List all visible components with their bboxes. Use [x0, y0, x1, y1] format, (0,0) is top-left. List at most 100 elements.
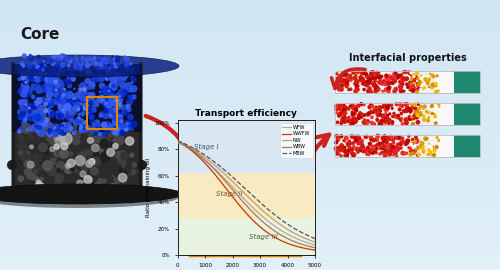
- Circle shape: [381, 119, 384, 122]
- Circle shape: [56, 127, 62, 134]
- Circle shape: [420, 83, 423, 86]
- NW: [266, 215, 272, 218]
- Circle shape: [28, 73, 30, 75]
- Circle shape: [415, 148, 418, 150]
- Circle shape: [404, 109, 406, 113]
- Circle shape: [338, 75, 342, 78]
- Circle shape: [36, 184, 40, 188]
- Circle shape: [370, 82, 373, 84]
- Circle shape: [401, 106, 402, 107]
- Circle shape: [394, 152, 395, 154]
- Circle shape: [374, 80, 376, 82]
- Circle shape: [63, 135, 72, 144]
- Circle shape: [342, 75, 344, 76]
- Circle shape: [72, 94, 76, 97]
- Circle shape: [365, 135, 368, 138]
- Circle shape: [105, 63, 107, 65]
- Circle shape: [434, 115, 436, 118]
- Circle shape: [60, 149, 68, 158]
- Circle shape: [354, 90, 356, 92]
- Circle shape: [80, 153, 88, 161]
- Circle shape: [107, 124, 110, 126]
- Circle shape: [78, 130, 82, 134]
- Circle shape: [106, 96, 109, 98]
- Circle shape: [377, 72, 380, 74]
- Circle shape: [23, 119, 27, 122]
- Circle shape: [95, 120, 100, 124]
- Circle shape: [36, 130, 39, 133]
- Circle shape: [112, 109, 116, 112]
- Circle shape: [52, 73, 59, 79]
- Circle shape: [116, 130, 118, 134]
- Circle shape: [420, 77, 422, 80]
- Circle shape: [58, 113, 64, 119]
- Circle shape: [362, 82, 365, 85]
- Circle shape: [47, 130, 54, 137]
- Circle shape: [356, 89, 358, 91]
- Circle shape: [106, 161, 116, 170]
- Circle shape: [84, 109, 88, 114]
- Circle shape: [89, 93, 94, 98]
- Circle shape: [417, 89, 418, 90]
- Circle shape: [406, 83, 408, 86]
- Circle shape: [117, 102, 121, 107]
- Circle shape: [42, 121, 48, 126]
- Circle shape: [105, 86, 108, 89]
- Circle shape: [46, 126, 52, 132]
- Circle shape: [34, 114, 41, 121]
- Circle shape: [80, 158, 84, 163]
- Circle shape: [336, 148, 339, 151]
- Circle shape: [390, 148, 393, 151]
- Circle shape: [38, 131, 40, 134]
- Circle shape: [348, 117, 350, 119]
- Circle shape: [386, 109, 388, 110]
- Ellipse shape: [209, 223, 235, 243]
- Circle shape: [427, 154, 429, 156]
- Circle shape: [412, 116, 414, 118]
- Circle shape: [106, 148, 114, 156]
- Ellipse shape: [243, 226, 273, 248]
- Circle shape: [343, 115, 345, 117]
- Circle shape: [426, 77, 428, 79]
- Circle shape: [338, 149, 342, 152]
- Ellipse shape: [231, 161, 269, 189]
- Circle shape: [92, 144, 99, 152]
- Circle shape: [384, 118, 386, 120]
- Circle shape: [61, 98, 63, 100]
- Circle shape: [378, 107, 380, 109]
- Circle shape: [413, 103, 416, 106]
- WWFW: [210, 170, 216, 174]
- Circle shape: [392, 145, 395, 148]
- Circle shape: [348, 74, 352, 77]
- Circle shape: [428, 78, 430, 81]
- Circle shape: [436, 75, 438, 77]
- Bar: [87, 97, 117, 129]
- Circle shape: [98, 133, 101, 136]
- Circle shape: [400, 82, 404, 85]
- Circle shape: [409, 109, 412, 112]
- Circle shape: [82, 85, 87, 91]
- Circle shape: [353, 146, 354, 147]
- Circle shape: [342, 117, 345, 120]
- Circle shape: [112, 100, 114, 102]
- Circle shape: [427, 119, 430, 122]
- Circle shape: [75, 156, 85, 166]
- Circle shape: [432, 83, 434, 86]
- Circle shape: [93, 183, 102, 192]
- Circle shape: [123, 165, 127, 169]
- Circle shape: [100, 139, 108, 148]
- Circle shape: [410, 82, 413, 85]
- Circle shape: [368, 107, 370, 109]
- Circle shape: [422, 151, 424, 153]
- Circle shape: [404, 77, 406, 79]
- MBW: [266, 209, 272, 212]
- Circle shape: [90, 84, 92, 86]
- Circle shape: [396, 147, 398, 149]
- Circle shape: [22, 83, 24, 86]
- Circle shape: [117, 63, 120, 66]
- Circle shape: [400, 112, 402, 115]
- Circle shape: [86, 96, 89, 100]
- Circle shape: [42, 99, 43, 100]
- Circle shape: [366, 152, 368, 154]
- Circle shape: [343, 110, 345, 112]
